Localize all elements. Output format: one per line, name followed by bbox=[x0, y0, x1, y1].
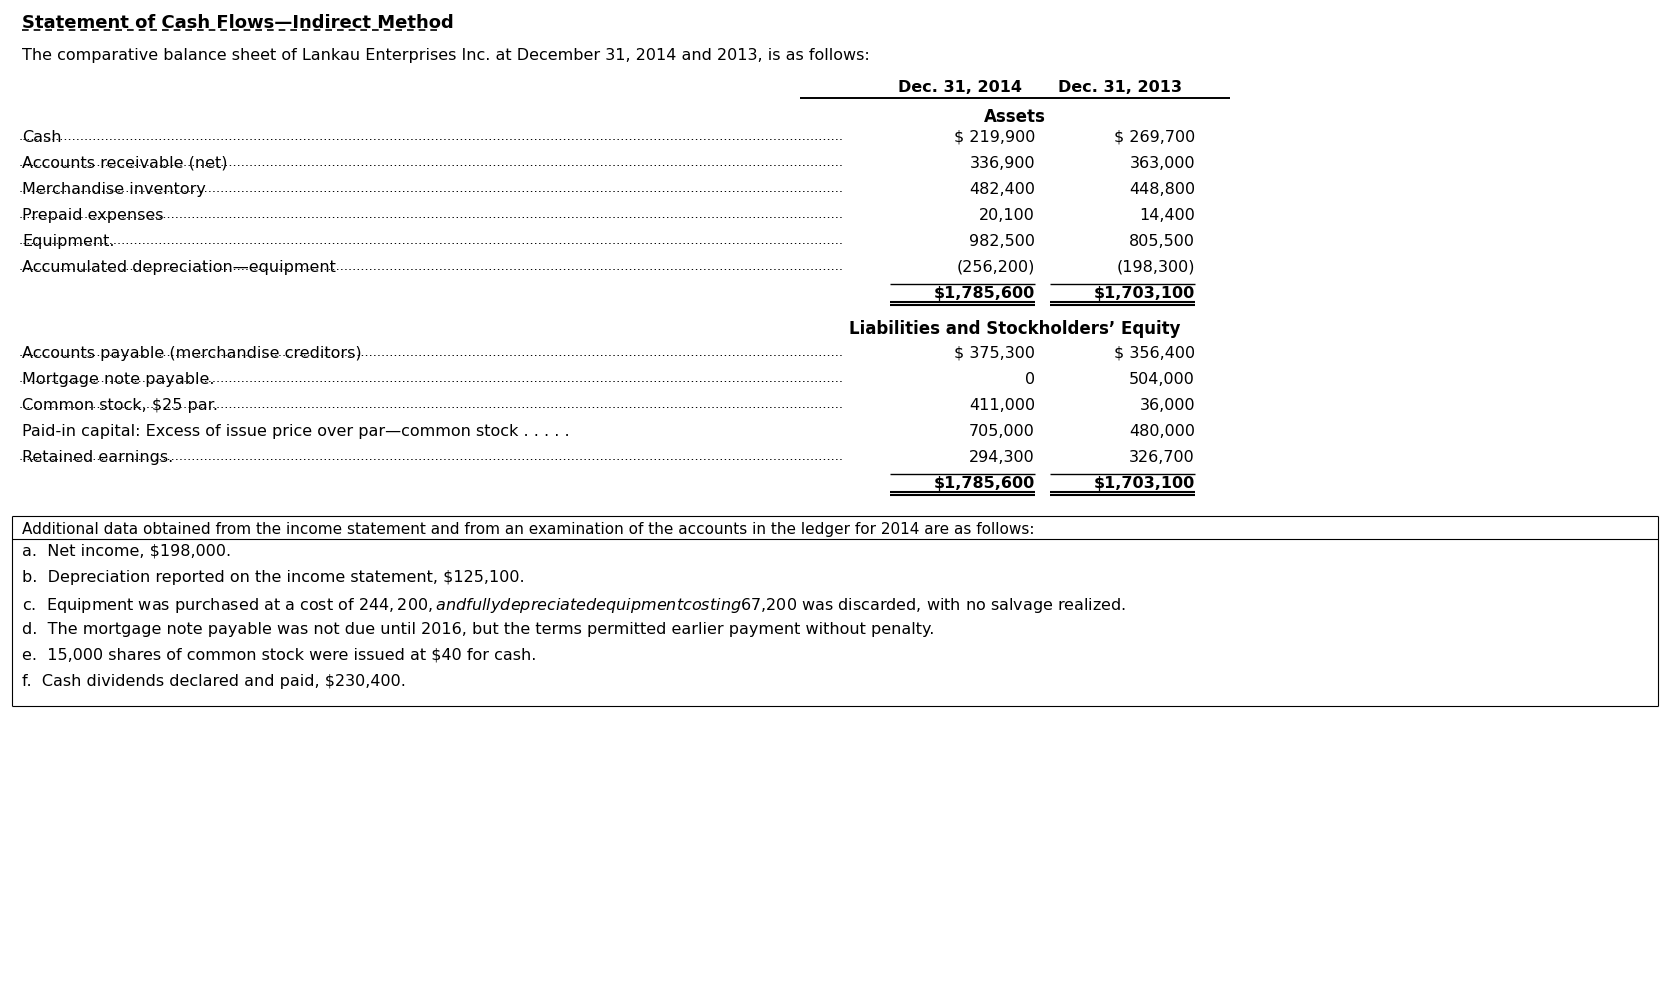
Text: Merchandise inventory: Merchandise inventory bbox=[22, 182, 207, 197]
Text: (256,200): (256,200) bbox=[956, 260, 1035, 275]
Text: 448,800: 448,800 bbox=[1129, 182, 1194, 197]
Text: Prepaid expenses: Prepaid expenses bbox=[22, 208, 163, 223]
Text: $1,703,100: $1,703,100 bbox=[1094, 286, 1194, 301]
Text: 411,000: 411,000 bbox=[969, 398, 1035, 413]
Text: 705,000: 705,000 bbox=[969, 424, 1035, 439]
Text: Common stock, $25 par.: Common stock, $25 par. bbox=[22, 398, 218, 413]
Text: 14,400: 14,400 bbox=[1139, 208, 1194, 223]
Text: Equipment.: Equipment. bbox=[22, 234, 114, 249]
Text: ................................................................................: ........................................… bbox=[18, 235, 843, 248]
Text: Statement of Cash Flows—Indirect Method: Statement of Cash Flows—Indirect Method bbox=[22, 14, 454, 32]
Text: Paid-in capital: Excess of issue price over par—common stock . . . . .: Paid-in capital: Excess of issue price o… bbox=[22, 424, 570, 439]
Text: $1,785,600: $1,785,600 bbox=[934, 286, 1035, 301]
Text: f.  Cash dividends declared and paid, $230,400.: f. Cash dividends declared and paid, $23… bbox=[22, 674, 407, 689]
Text: 480,000: 480,000 bbox=[1129, 424, 1194, 439]
Text: 0: 0 bbox=[1025, 372, 1035, 387]
Text: 20,100: 20,100 bbox=[979, 208, 1035, 223]
Text: ................................................................................: ........................................… bbox=[18, 450, 843, 463]
Text: a.  Net income, $198,000.: a. Net income, $198,000. bbox=[22, 544, 232, 559]
Text: The comparative balance sheet of Lankau Enterprises Inc. at December 31, 2014 an: The comparative balance sheet of Lankau … bbox=[22, 48, 870, 63]
Text: Cash: Cash bbox=[22, 130, 62, 145]
Text: $ 375,300: $ 375,300 bbox=[954, 346, 1035, 361]
Text: Accounts payable (merchandise creditors): Accounts payable (merchandise creditors) bbox=[22, 346, 361, 361]
Text: ................................................................................: ........................................… bbox=[18, 373, 843, 386]
Text: 336,900: 336,900 bbox=[969, 156, 1035, 171]
Text: ................................................................................: ........................................… bbox=[18, 156, 843, 170]
Text: d.  The mortgage note payable was not due until 2016, but the terms permitted ea: d. The mortgage note payable was not due… bbox=[22, 622, 934, 637]
Text: Additional data obtained from the income statement and from an examination of th: Additional data obtained from the income… bbox=[22, 522, 1035, 537]
Text: Assets: Assets bbox=[984, 108, 1047, 126]
Text: c.  Equipment was purchased at a cost of $244,200, and fully depreciated equipme: c. Equipment was purchased at a cost of … bbox=[22, 596, 1126, 615]
Text: e.  15,000 shares of common stock were issued at $40 for cash.: e. 15,000 shares of common stock were is… bbox=[22, 648, 536, 663]
Text: 504,000: 504,000 bbox=[1129, 372, 1194, 387]
Text: $ 356,400: $ 356,400 bbox=[1114, 346, 1194, 361]
Text: 982,500: 982,500 bbox=[969, 234, 1035, 249]
Text: ................................................................................: ........................................… bbox=[18, 399, 843, 412]
Text: 326,700: 326,700 bbox=[1129, 450, 1194, 465]
Text: ................................................................................: ........................................… bbox=[18, 130, 843, 143]
Text: $ 219,900: $ 219,900 bbox=[954, 130, 1035, 145]
Text: ................................................................................: ........................................… bbox=[18, 209, 843, 222]
Text: Dec. 31, 2014: Dec. 31, 2014 bbox=[899, 80, 1021, 95]
Text: 363,000: 363,000 bbox=[1129, 156, 1194, 171]
Text: Accounts receivable (net): Accounts receivable (net) bbox=[22, 156, 227, 171]
Text: b.  Depreciation reported on the income statement, $125,100.: b. Depreciation reported on the income s… bbox=[22, 570, 524, 585]
Text: 294,300: 294,300 bbox=[969, 450, 1035, 465]
Text: $ 269,700: $ 269,700 bbox=[1114, 130, 1194, 145]
Text: Mortgage note payable.: Mortgage note payable. bbox=[22, 372, 215, 387]
Text: (198,300): (198,300) bbox=[1117, 260, 1194, 275]
Text: Accumulated depreciation—equipment: Accumulated depreciation—equipment bbox=[22, 260, 336, 275]
Text: $1,703,100: $1,703,100 bbox=[1094, 476, 1194, 491]
Text: 805,500: 805,500 bbox=[1129, 234, 1194, 249]
Text: ................................................................................: ........................................… bbox=[18, 260, 843, 273]
Text: $1,785,600: $1,785,600 bbox=[934, 476, 1035, 491]
Text: ................................................................................: ........................................… bbox=[18, 183, 843, 196]
Text: Liabilities and Stockholders’ Equity: Liabilities and Stockholders’ Equity bbox=[850, 320, 1181, 338]
Text: 482,400: 482,400 bbox=[969, 182, 1035, 197]
Text: 36,000: 36,000 bbox=[1139, 398, 1194, 413]
Text: ................................................................................: ........................................… bbox=[18, 347, 843, 360]
Text: Retained earnings.: Retained earnings. bbox=[22, 450, 173, 465]
Text: Dec. 31, 2013: Dec. 31, 2013 bbox=[1058, 80, 1183, 95]
